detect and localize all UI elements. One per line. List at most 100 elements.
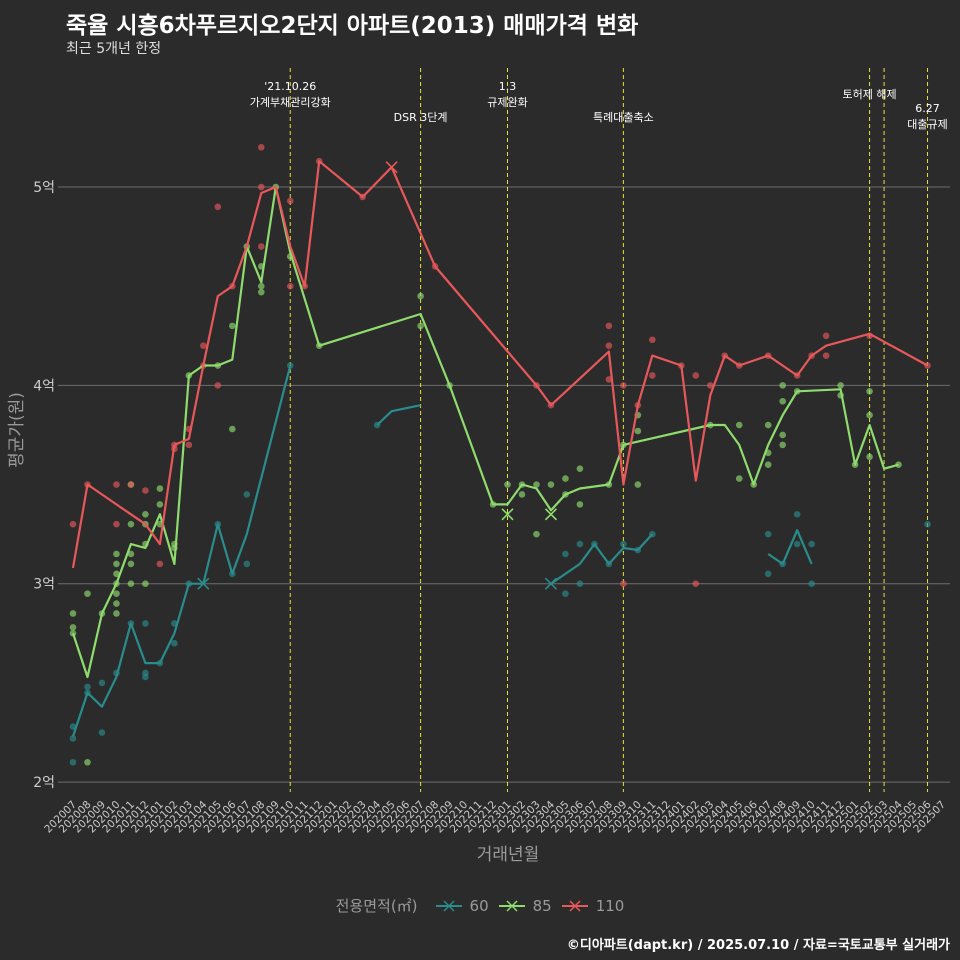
point-110 — [692, 580, 700, 588]
point-85 — [576, 465, 584, 472]
point-85 — [113, 550, 120, 558]
point-85 — [547, 481, 555, 488]
point-85 — [837, 382, 844, 389]
event-label-line: 가계부채관리강화 — [250, 96, 331, 109]
point-110 — [605, 322, 613, 330]
event-label-line: DSR 3단계 — [394, 111, 448, 124]
point-110 — [214, 203, 222, 211]
point-85 — [764, 461, 772, 469]
point-85 — [576, 501, 584, 508]
event-label-line: 토허제 해제 — [843, 87, 897, 101]
point-60 — [98, 679, 106, 687]
cross-stroke — [544, 508, 558, 521]
point-85 — [84, 590, 91, 597]
x-axis: 2020072020082020092020102020112020122021… — [42, 798, 948, 835]
event-label-line: 특례대출축소 — [593, 111, 654, 124]
point-110 — [706, 382, 714, 389]
cross-marker-60 — [197, 577, 210, 590]
series-line-60 — [71, 365, 292, 737]
y-tick-label: 4억 — [33, 378, 55, 394]
point-85 — [257, 282, 265, 290]
legend-item-60: 60 — [434, 897, 489, 915]
point-110 — [605, 342, 613, 349]
legend-label-60: 60 — [469, 896, 489, 915]
price-chart: 2억 3억 4억 5억 2020072020082020092020102020112… — [7, 68, 950, 865]
legend-label-85: 85 — [532, 896, 552, 915]
point-60 — [793, 540, 801, 548]
point-60 — [924, 520, 931, 528]
y-tick-label: 2억 — [33, 775, 55, 791]
source-caption: ©디아파트(dapt.kr) / 2025.07.10 / 자료=국토교통부 실… — [566, 938, 950, 953]
y-tick-label: 5억 — [33, 180, 55, 196]
legend-swatch-60 — [435, 899, 462, 912]
legend-swatch-85 — [498, 899, 525, 912]
point-85 — [113, 560, 120, 568]
cross-marker-85 — [544, 508, 558, 521]
point-60 — [69, 735, 77, 742]
point-85 — [229, 425, 236, 433]
point-60 — [171, 639, 178, 647]
point-85 — [84, 758, 91, 766]
point-60 — [243, 491, 251, 498]
point-85 — [518, 491, 526, 498]
point-60 — [69, 758, 77, 766]
point-110 — [286, 282, 294, 290]
legend-label-110: 110 — [595, 896, 625, 915]
event-label-2: 1.3 규제완화 — [487, 80, 527, 109]
point-110 — [113, 481, 120, 488]
cross-stroke — [197, 577, 210, 590]
event-label-6: 6.27 대출규제 — [907, 102, 947, 131]
point-85 — [562, 475, 569, 482]
point-85 — [127, 580, 135, 588]
chart-title: 죽율 시흥6차푸르지오2단지 아파트(2013) 매매가격 변화 — [66, 13, 639, 39]
cross-marker-110 — [385, 161, 398, 174]
point-85 — [142, 511, 149, 518]
cross-markers — [197, 161, 558, 590]
point-110 — [605, 376, 613, 383]
point-110 — [620, 382, 627, 389]
event-label-0: '21.10.26 가계부채관리강화 — [250, 80, 331, 109]
point-85 — [113, 590, 120, 597]
series-line-110 — [71, 160, 929, 569]
grid-lines — [58, 186, 950, 783]
y-axis: 2억 3억 4억 5억 — [33, 180, 55, 791]
point-85 — [229, 322, 236, 330]
legend-swatch-110 — [561, 899, 588, 912]
series-lines — [71, 160, 929, 737]
legend-item-85: 85 — [497, 897, 552, 915]
point-85 — [113, 600, 120, 607]
point-110 — [286, 197, 294, 205]
point-85 — [895, 461, 902, 469]
chart-subtitle: 최근 5개년 한정 — [66, 41, 162, 57]
point-85 — [764, 421, 772, 429]
series-line-60 — [767, 529, 813, 565]
event-label-line: 규제완화 — [487, 96, 527, 109]
series-line-60 — [550, 533, 654, 585]
legend-item-110: 110 — [560, 896, 625, 915]
point-85 — [533, 481, 540, 488]
cross-marker-85 — [501, 508, 514, 521]
legend-title: 전용면적(㎡) — [335, 897, 418, 915]
point-85 — [113, 610, 120, 617]
x-axis-label: 거래년월 — [477, 845, 540, 865]
event-label-4: 토허제 해제 — [843, 87, 897, 101]
point-85 — [69, 624, 77, 631]
point-85 — [156, 485, 164, 492]
point-85 — [866, 411, 873, 419]
point-110 — [822, 352, 830, 359]
event-label-3: 특례대출축소 — [593, 111, 654, 124]
event-label-1: DSR 3단계 — [394, 111, 448, 124]
point-60 — [576, 540, 584, 548]
point-85 — [779, 431, 786, 439]
point-110 — [113, 520, 120, 528]
point-60 — [142, 620, 149, 627]
point-85 — [142, 580, 149, 588]
event-label-line: 대출규제 — [907, 118, 947, 131]
point-110 — [200, 342, 207, 349]
y-axis-label: 평균가(원) — [7, 392, 27, 468]
point-110 — [822, 332, 830, 340]
point-60 — [576, 580, 584, 588]
point-85 — [779, 441, 786, 449]
cross-stroke — [544, 577, 558, 590]
cross-stroke — [385, 161, 398, 174]
